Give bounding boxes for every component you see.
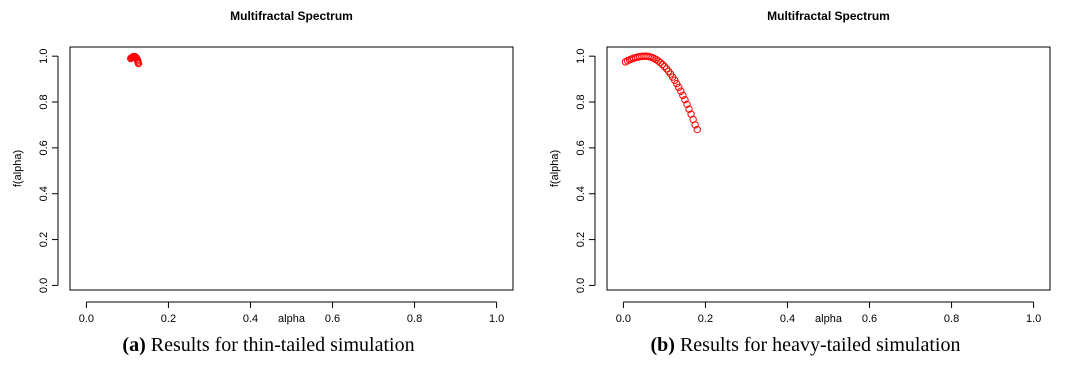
x-tick-label: 0.2 — [698, 313, 713, 325]
data-point — [685, 105, 693, 113]
y-tick-label: 0.4 — [38, 186, 50, 201]
y-tick-label: 1.0 — [575, 49, 587, 64]
y-tick-label: 0.0 — [38, 278, 50, 293]
x-tick-label: 1.0 — [1026, 313, 1041, 325]
chart-panel-a: Multifractal Spectrum 0.0 0.2 0.4 0.6 0.8 1.0 a… — [0, 9, 537, 357]
y-tick-label: 0.0 — [575, 278, 587, 293]
x-tick-label: 1.0 — [489, 313, 504, 325]
plot-frame — [69, 46, 514, 291]
x-tick-label: 0.6 — [325, 313, 340, 325]
y-tick-label: 1.0 — [38, 49, 50, 64]
data-point — [683, 100, 691, 109]
caption-b: (b) Results for heavy-tailed simulation — [537, 334, 1074, 357]
caption-a-label: (a) — [122, 334, 146, 356]
data-point — [675, 83, 683, 92]
caption-a: (a) Results for thin-tailed simulation — [0, 334, 537, 357]
x-tick-label: 0.8 — [407, 313, 422, 325]
y-tick-label: 0.2 — [575, 232, 587, 247]
data-point — [679, 91, 687, 100]
caption-b-label: (b) — [650, 334, 675, 356]
x-tick-label: 0.4 — [780, 313, 795, 325]
y-tick-label: 0.8 — [38, 94, 50, 109]
data-point — [681, 96, 689, 104]
chart-title: Multifractal Spectrum — [767, 9, 890, 23]
x-tick-label: 0.4 — [243, 313, 258, 325]
chart-b-svg: Multifractal Spectrum 0.0 0.2 0.4 0.6 0.8 1.0 a… — [549, 9, 1051, 325]
data-point — [656, 58, 665, 67]
data-point — [134, 59, 143, 68]
x-tick-label: 0.6 — [862, 313, 877, 325]
y-tick-label: 0.8 — [575, 94, 587, 109]
x-tick-label: 0.0 — [616, 313, 631, 325]
chart-panel-b: Multifractal Spectrum 0.0 0.2 0.4 0.6 0.8 1.0 a… — [537, 0, 1074, 381]
data-point — [677, 87, 685, 95]
y-axis-label: f(alpha) — [549, 150, 561, 187]
plot-frame — [606, 46, 1051, 291]
data-point — [658, 60, 667, 69]
caption-a-text: Results for thin-tailed simulation — [150, 334, 415, 356]
chart-title: Multifractal Spectrum — [230, 9, 353, 23]
x-axis-label: alpha — [815, 313, 843, 325]
x-tick-label: 0.0 — [79, 313, 94, 325]
x-tick-label: 0.2 — [161, 313, 176, 325]
data-point — [693, 125, 701, 134]
y-tick-label: 0.6 — [38, 140, 50, 155]
data-point — [691, 121, 699, 129]
y-tick-label: 0.6 — [575, 140, 587, 155]
data-point — [660, 62, 669, 71]
x-axis-label: alpha — [278, 313, 306, 325]
data-point — [673, 79, 681, 88]
x-tick-label: 0.8 — [944, 313, 959, 325]
y-tick-label: 0.4 — [575, 186, 587, 201]
y-tick-label: 0.2 — [38, 232, 50, 247]
chart-a-svg: Multifractal Spectrum 0.0 0.2 0.4 0.6 0.8 1.0 a… — [12, 9, 514, 325]
y-axis-label: f(alpha) — [12, 150, 24, 187]
data-point — [662, 65, 671, 73]
caption-b-text: Results for heavy-tailed simulation — [679, 334, 961, 356]
